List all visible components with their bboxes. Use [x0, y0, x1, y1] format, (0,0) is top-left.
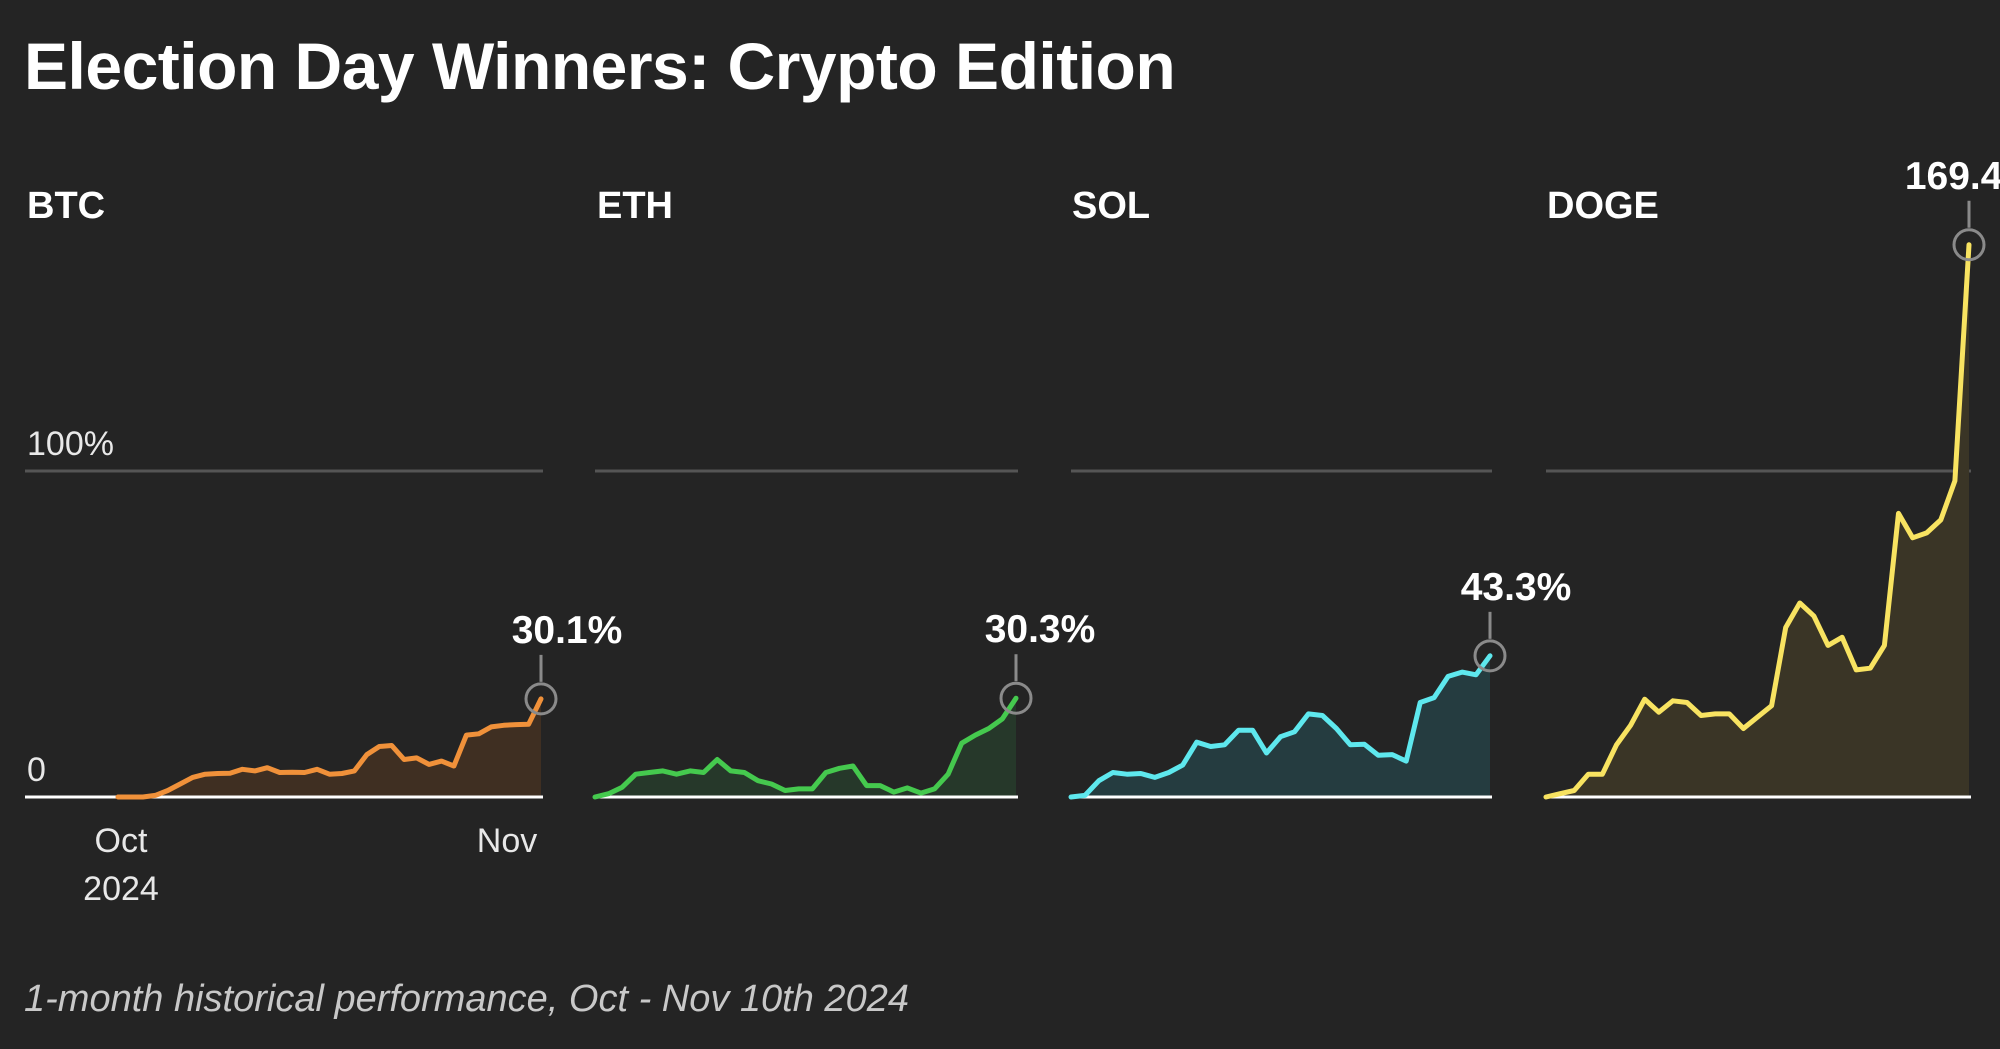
series-line-sol	[1068, 653, 1493, 800]
end-value-label: 169.4%	[1905, 155, 2000, 198]
y-tick-label: 100%	[27, 425, 114, 463]
series-line-btc	[115, 696, 544, 800]
chart-caption: 1-month historical performance, Oct - No…	[24, 978, 909, 1020]
end-value-label: 30.3%	[985, 608, 1096, 651]
area-eth	[595, 698, 1016, 797]
x-tick-sublabel: 2024	[83, 870, 159, 908]
end-value-label: 30.1%	[512, 609, 623, 652]
y-tick-label: 0	[27, 751, 46, 789]
panel-title-doge: DOGE	[1547, 185, 1659, 227]
series-line-eth	[592, 695, 1019, 800]
panel-title-sol: SOL	[1072, 185, 1150, 227]
end-marker-circle	[524, 682, 558, 716]
panel-title-btc: BTC	[27, 185, 105, 227]
end-marker-circle	[999, 681, 1033, 715]
page-title: Election Day Winners: Crypto Edition	[24, 29, 1176, 103]
series-line-doge	[1543, 242, 1972, 800]
area-btc	[118, 698, 541, 797]
end-marker-circle	[1952, 228, 1986, 262]
end-value-label: 43.3%	[1461, 566, 1572, 609]
area-sol	[1071, 655, 1490, 797]
area-doge	[1546, 244, 1969, 798]
end-marker-circle	[1473, 639, 1507, 673]
x-tick-label: Oct	[95, 822, 148, 860]
x-tick-label: Nov	[477, 822, 537, 860]
panel-title-eth: ETH	[597, 185, 673, 227]
